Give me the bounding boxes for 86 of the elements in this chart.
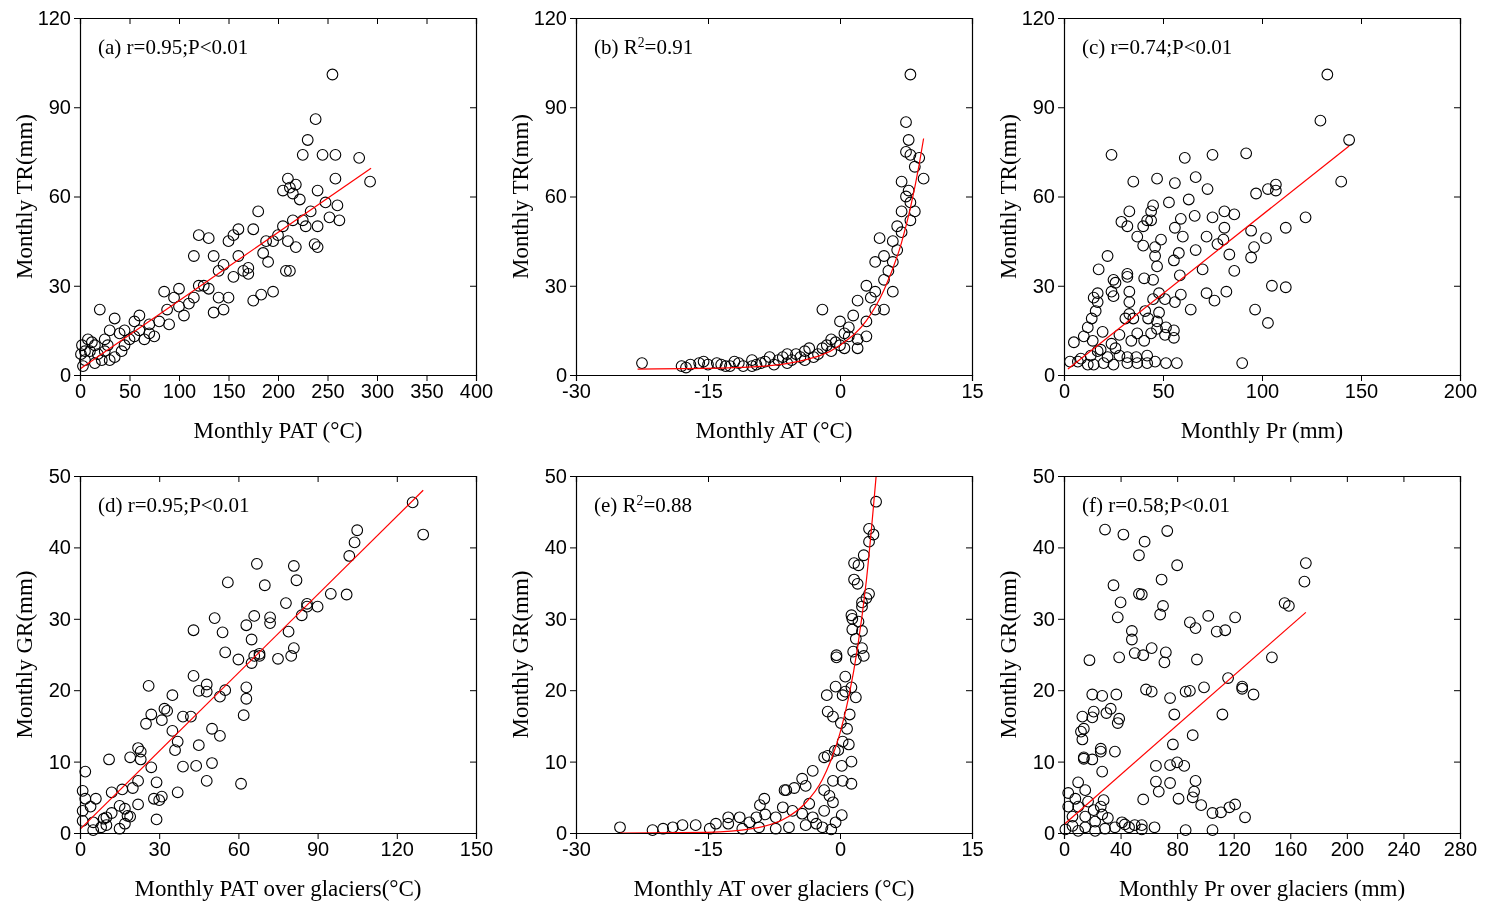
x-axis-title: Monthly AT (°C) bbox=[695, 418, 853, 443]
x-tick-label: 160 bbox=[1274, 838, 1308, 861]
y-tick-label: 30 bbox=[544, 274, 567, 297]
y-tick-label: 0 bbox=[1043, 363, 1055, 386]
x-tick-label: 90 bbox=[306, 838, 330, 861]
x-tick-label: 30 bbox=[148, 838, 171, 861]
x-tick-label: 200 bbox=[1330, 838, 1365, 861]
x-axis-title: Monthly PAT (°C) bbox=[193, 418, 363, 443]
y-tick-label: 40 bbox=[544, 536, 567, 559]
x-tick-label: 0 bbox=[834, 838, 847, 861]
y-tick-label: 20 bbox=[48, 679, 71, 702]
y-tick-label: 50 bbox=[544, 464, 567, 487]
x-tick-label: 100 bbox=[1245, 380, 1280, 403]
x-tick-label: 150 bbox=[1344, 380, 1379, 403]
y-tick-label: 30 bbox=[48, 607, 71, 630]
y-tick-label: 0 bbox=[1043, 821, 1055, 844]
x-tick-label: 50 bbox=[1152, 380, 1175, 403]
y-tick-label: 0 bbox=[59, 363, 71, 386]
y-tick-label: 0 bbox=[555, 363, 567, 386]
y-tick-label: 40 bbox=[48, 536, 71, 559]
y-axis-title: Monthly TR(mm) bbox=[508, 113, 533, 280]
x-tick-label: 80 bbox=[1166, 838, 1189, 861]
x-tick-label: 300 bbox=[360, 380, 395, 403]
y-axis-title: Monthly GR(mm) bbox=[12, 570, 37, 739]
annotation: (c) r=0.74;P<0.01 bbox=[1082, 35, 1233, 59]
x-tick-label: 15 bbox=[961, 380, 984, 403]
x-tick-label: 0 bbox=[74, 838, 87, 861]
y-tick-label: 20 bbox=[544, 679, 567, 702]
x-tick-label: -15 bbox=[694, 838, 723, 861]
x-tick-label: 0 bbox=[74, 380, 87, 403]
x-axis-title: Monthly Pr over glaciers (mm) bbox=[1118, 876, 1406, 901]
annotation: (d) r=0.95;P<0.01 bbox=[98, 493, 250, 517]
y-tick-label: 50 bbox=[48, 464, 71, 487]
annotation: (a) r=0.95;P<0.01 bbox=[98, 35, 249, 59]
y-tick-label: 30 bbox=[1032, 607, 1055, 630]
y-tick-label: 90 bbox=[48, 96, 71, 119]
annotation: (f) r=0.58;P<0.01 bbox=[1082, 493, 1230, 517]
y-tick-label: 10 bbox=[48, 750, 71, 773]
y-tick-label: 90 bbox=[1032, 96, 1055, 119]
x-tick-label: 400 bbox=[459, 380, 494, 403]
y-tick-label: 120 bbox=[37, 6, 71, 29]
y-tick-label: 40 bbox=[1032, 536, 1055, 559]
y-tick-label: 30 bbox=[48, 274, 71, 297]
y-tick-label: 0 bbox=[555, 821, 567, 844]
y-tick-label: 120 bbox=[1021, 6, 1055, 29]
x-tick-label: 200 bbox=[261, 380, 296, 403]
x-tick-label: 0 bbox=[1058, 380, 1071, 403]
y-tick-label: 90 bbox=[544, 96, 567, 119]
x-tick-label: 40 bbox=[1109, 838, 1133, 861]
x-tick-label: 0 bbox=[834, 380, 847, 403]
y-tick-label: 60 bbox=[1032, 185, 1055, 208]
x-tick-label: 200 bbox=[1443, 380, 1478, 403]
x-tick-label: 150 bbox=[212, 380, 246, 403]
x-tick-label: 240 bbox=[1387, 838, 1421, 861]
x-tick-label: 100 bbox=[162, 380, 197, 403]
y-tick-label: 30 bbox=[544, 607, 567, 630]
x-axis-title: Monthly AT over glaciers (°C) bbox=[633, 876, 915, 901]
x-tick-label: 120 bbox=[1217, 838, 1251, 861]
annotation: (b) R$^{2}$=0.91 bbox=[594, 34, 694, 59]
y-tick-label: 120 bbox=[533, 6, 567, 29]
x-tick-label: 350 bbox=[410, 380, 444, 403]
y-tick-label: 50 bbox=[1032, 464, 1055, 487]
x-tick-label: 15 bbox=[961, 838, 984, 861]
x-tick-label: 0 bbox=[1058, 838, 1071, 861]
x-tick-label: 60 bbox=[227, 838, 251, 861]
y-tick-label: 60 bbox=[48, 185, 71, 208]
y-tick-label: 10 bbox=[544, 750, 567, 773]
x-tick-label: 150 bbox=[459, 838, 494, 861]
y-tick-label: 60 bbox=[544, 185, 567, 208]
annotation: (e) R$^{2}$=0.88 bbox=[594, 492, 692, 517]
x-tick-label: 120 bbox=[380, 838, 414, 861]
x-axis-title: Monthly PAT over glaciers(°C) bbox=[134, 876, 422, 901]
x-tick-label: -15 bbox=[694, 380, 723, 403]
y-tick-label: 0 bbox=[59, 821, 71, 844]
y-tick-label: 20 bbox=[1032, 679, 1055, 702]
x-tick-label: 280 bbox=[1443, 838, 1478, 861]
y-axis-title: Monthly TR(mm) bbox=[996, 113, 1021, 280]
y-tick-label: 30 bbox=[1032, 274, 1055, 297]
line-series bbox=[637, 137, 925, 370]
x-tick-label: 250 bbox=[311, 380, 345, 403]
y-axis-title: Monthly GR(mm) bbox=[996, 570, 1021, 739]
y-axis-title: Monthly TR(mm) bbox=[12, 113, 37, 280]
y-tick-label: 10 bbox=[1032, 750, 1055, 773]
x-axis-title: Monthly Pr (mm) bbox=[1180, 418, 1344, 443]
x-tick-label: 50 bbox=[118, 380, 142, 403]
y-axis-title: Monthly GR(mm) bbox=[508, 570, 533, 739]
